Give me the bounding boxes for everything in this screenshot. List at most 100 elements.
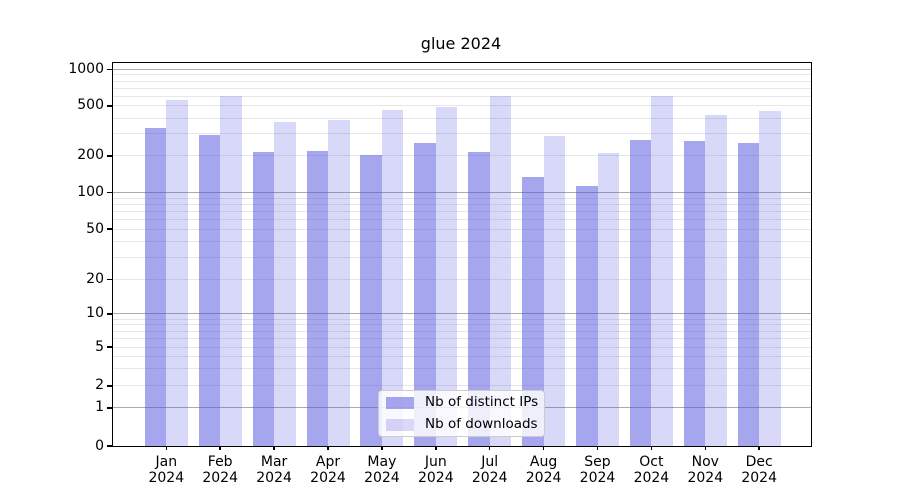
y-axis-tick-label: 2 [95,377,104,394]
x-axis-year-text: 2024 [256,470,292,486]
x-axis-month-text: Jan [155,454,178,470]
bar-downloads-jul [489,96,512,446]
gridline-minor [113,74,811,76]
gridline-minor [113,95,811,97]
gridline-minor [113,385,811,387]
x-axis-tick-label: Mar 2024 [239,454,309,486]
x-axis-tick-mark [596,446,599,450]
x-axis-tick-label: Jun 2024 [401,454,471,486]
x-axis-month-text: Feb [207,454,233,470]
x-axis-tick-mark [704,446,707,450]
x-axis-month-text: Apr [315,454,341,470]
x-axis-year-text: 2024 [579,470,616,486]
bar-downloads-apr [328,120,350,446]
gridline-minor [113,155,811,157]
gridline-minor [113,318,811,320]
y-axis-tick-mark [107,385,112,387]
x-axis-tick-mark [435,446,437,450]
bar-distinct-ips-dec [737,143,760,446]
legend-swatch-downloads [386,418,414,431]
gridline-minor [113,203,811,205]
x-axis-tick-label: Aug 2024 [509,454,579,486]
x-axis-tick-label: Oct 2024 [616,454,686,486]
legend-item-downloads: Nb of downloads [386,415,544,434]
legend-label-distinct-ips: Nb of distinct IPs [425,394,539,410]
x-axis-year-text: 2024 [310,470,346,486]
gridline-minor [113,197,811,199]
y-axis-tick-mark [107,105,112,107]
bar-downloads-feb [220,96,242,446]
gridline-minor [113,228,811,230]
bar-distinct-ips-may [360,154,382,446]
gridline-minor [113,337,811,339]
x-axis-tick-label: Sep 2024 [563,454,633,486]
legend-swatch-distinct-ips [386,396,414,409]
y-axis-tick-mark [107,445,112,447]
x-axis-tick-label: Dec 2024 [724,454,794,486]
gridline-minor [113,330,811,332]
chart-title: glue 2024 [420,34,502,53]
y-axis-tick-mark [107,228,112,230]
bar-distinct-ips-aug [522,177,544,446]
x-axis-month-text: Nov [691,454,719,470]
gridline-minor [113,240,811,242]
bar-distinct-ips-oct [629,140,652,446]
bar-downloads-oct [651,96,673,446]
x-axis-tick-mark [542,446,545,450]
x-axis-tick-mark [327,446,329,450]
y-axis-tick-mark [107,346,112,348]
gridline-minor [113,368,811,370]
x-axis-tick-label: Jan 2024 [131,454,201,486]
legend-label-downloads: Nb of downloads [425,416,538,432]
x-axis-tick-mark [381,446,383,450]
x-axis-tick-label: Apr 2024 [293,454,363,486]
x-axis-year-text: 2024 [687,470,724,486]
gridline-minor [113,80,811,82]
y-axis-tick-mark [107,407,112,409]
bar-distinct-ips-jan [144,128,167,446]
y-axis-tick-label: 10 [86,305,104,322]
x-axis-month-text: Oct [639,454,664,470]
y-axis-tick-label: 200 [77,147,104,164]
x-axis-month-text: May [367,454,397,470]
bar-downloads-dec [759,111,781,446]
bar-distinct-ips-mar [252,151,275,446]
x-axis-tick-mark [650,446,653,450]
y-axis-tick-mark [107,155,112,157]
bar-downloads-sep [597,152,619,446]
bar-downloads-nov [705,114,727,446]
x-axis-month-text: Aug [529,454,558,470]
x-axis-month-text: Sep [584,454,611,470]
x-axis-tick-label: Nov 2024 [670,454,740,486]
gridline-minor [113,133,811,135]
gridline-minor [113,87,811,89]
y-axis-tick-label: 20 [86,271,104,288]
legend: Nb of distinct IPs Nb of downloads [378,390,545,437]
y-axis-tick-label: 100 [77,184,104,201]
x-axis-year-text: 2024 [633,470,670,486]
gridline-major [113,68,811,70]
x-axis-tick-mark [219,446,221,450]
bar-distinct-ips-feb [198,134,221,446]
legend-item-distinct-ips: Nb of distinct IPs [386,393,544,412]
x-axis-month-text: Dec [745,454,773,470]
x-axis-month-text: Mar [260,454,288,470]
bar-downloads-aug [543,135,566,446]
y-axis-tick-mark [107,191,112,194]
y-axis-tick-label: 500 [77,97,104,114]
x-axis-tick-mark [273,446,275,450]
bar-downloads-jun [435,107,458,446]
bar-distinct-ips-apr [306,150,328,446]
x-axis-month-text: Jun [424,454,447,470]
y-axis-tick-mark [107,68,112,71]
gridline-minor [113,105,811,107]
x-axis-year-text: 2024 [417,470,454,486]
x-axis-year-text: 2024 [364,470,400,486]
x-axis-tick-mark [488,446,491,450]
bar-distinct-ips-jul [468,152,490,446]
gridline-minor [113,117,811,119]
gridline-minor [113,218,811,220]
gridline-minor [113,324,811,326]
x-axis-tick-label: Jul 2024 [455,454,525,486]
